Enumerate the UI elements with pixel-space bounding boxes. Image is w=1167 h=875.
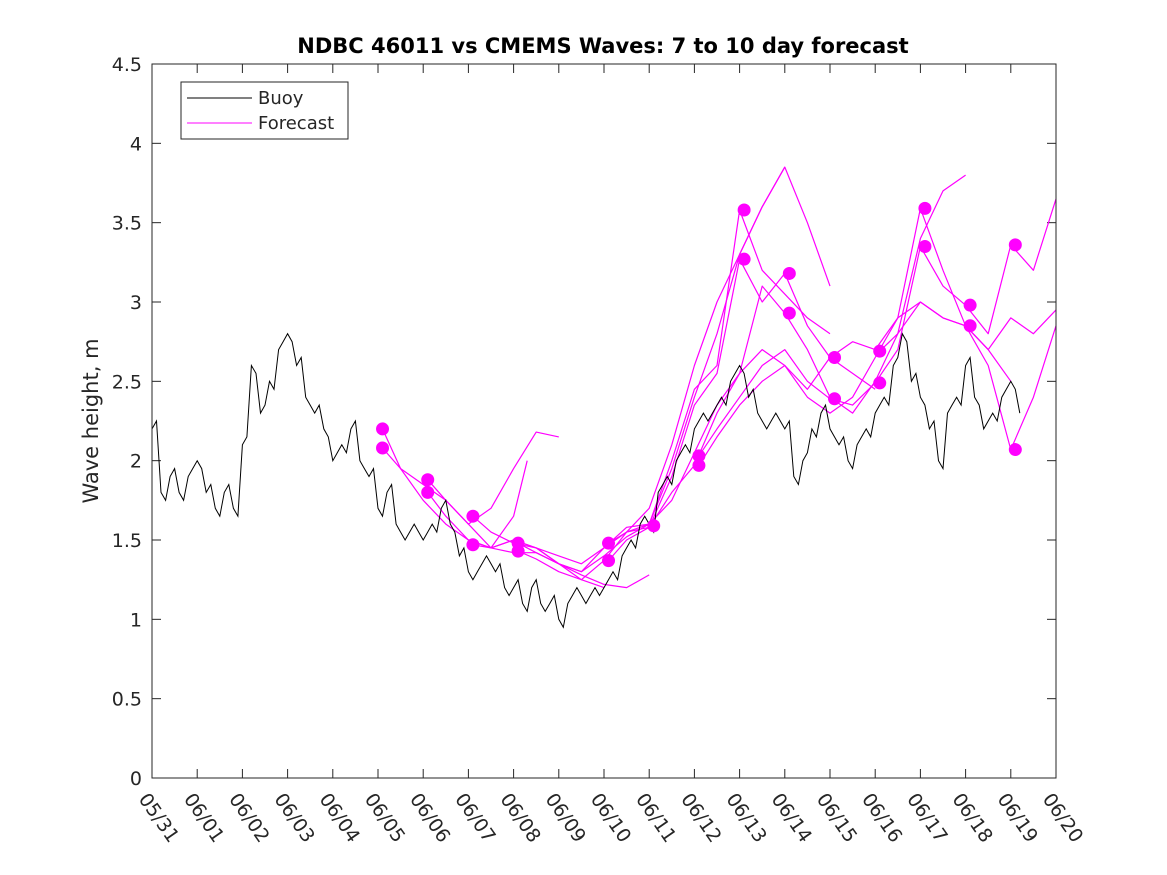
- forecast-start-marker: [873, 376, 887, 390]
- forecast-start-marker: [782, 306, 796, 320]
- forecast-start-marker: [918, 239, 932, 253]
- forecast-start-marker: [873, 344, 887, 358]
- forecast-start-marker: [1008, 443, 1022, 457]
- forecast-start-marker: [963, 298, 977, 312]
- forecast-start-marker: [421, 485, 435, 499]
- y-tick-label: 4: [130, 133, 142, 155]
- y-tick-label: 0.5: [112, 689, 142, 711]
- forecast-start-marker: [511, 544, 525, 558]
- forecast-start-marker: [918, 201, 932, 215]
- legend: Buoy Forecast: [180, 81, 349, 140]
- forecast-start-marker: [376, 441, 390, 455]
- plot-series: [151, 166, 1057, 629]
- forecast-start-marker: [421, 473, 435, 487]
- forecast-start-marker: [737, 252, 751, 266]
- forecast-start-marker: [647, 519, 661, 533]
- forecast-start-marker: [828, 351, 842, 365]
- forecast-start-marker: [692, 458, 706, 472]
- forecast-line-12: [698, 301, 1057, 466]
- buoy-line: [151, 332, 1021, 629]
- forecast-start-marker: [692, 449, 706, 463]
- plot-area-frame: [151, 63, 1057, 779]
- y-axis-label: Wave height, m: [79, 338, 103, 503]
- forecast-start-marker: [1008, 238, 1022, 252]
- forecast-start-marker: [376, 422, 390, 436]
- forecast-start-marker: [782, 266, 796, 280]
- forecast-line-7: [517, 209, 831, 573]
- y-tick-label: 2: [130, 451, 142, 473]
- forecast-start-marker: [466, 538, 480, 552]
- forecast-start-marker: [602, 536, 616, 550]
- legend-label-forecast: Forecast: [258, 113, 334, 134]
- forecast-start-marker: [602, 554, 616, 568]
- chart-title: NDBC 46011 vs CMEMS Waves: 7 to 10 day f…: [297, 34, 908, 58]
- y-tick-label: 1: [130, 609, 142, 631]
- y-tick-label: 1.5: [112, 530, 142, 552]
- y-axis-ticks: 0 0.5 1 1.5 2 2.5 3 3.5 4 4.5: [112, 54, 1056, 790]
- forecast-start-marker: [828, 392, 842, 406]
- forecast-start-marker: [466, 509, 480, 523]
- legend-box: [180, 81, 349, 140]
- forecast-start-marker: [963, 319, 977, 333]
- y-tick-label: 3.5: [112, 213, 142, 235]
- forecast-line-8: [517, 258, 876, 581]
- legend-label-buoy: Buoy: [258, 88, 304, 109]
- forecast-line-10: [608, 207, 1012, 561]
- y-tick-label: 4.5: [112, 54, 142, 76]
- y-tick-label: 3: [130, 292, 142, 314]
- y-tick-label: 2.5: [112, 371, 142, 393]
- forecast-start-marker: [737, 203, 751, 217]
- y-tick-label: 0: [130, 768, 142, 790]
